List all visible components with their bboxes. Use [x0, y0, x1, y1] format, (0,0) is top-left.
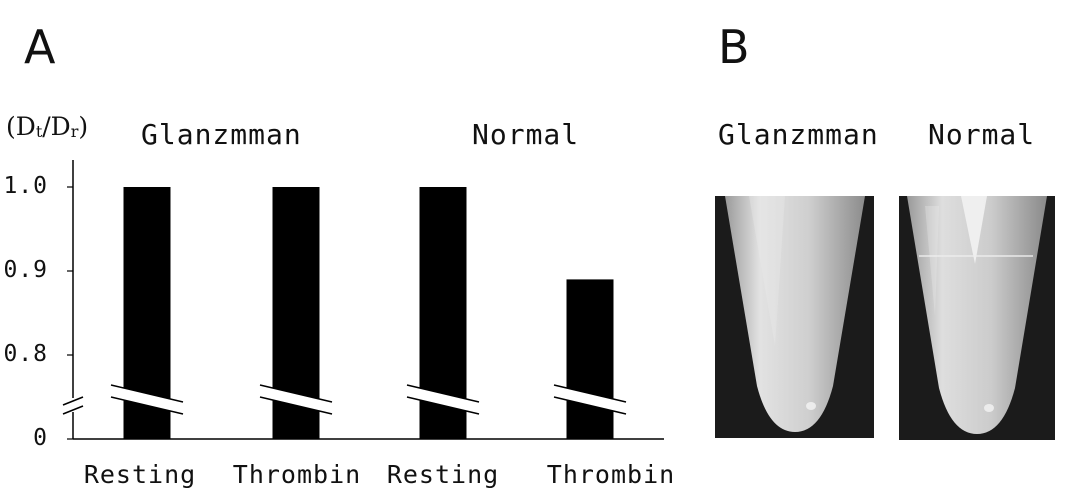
photo-label-glanzmman: Glanzmman — [718, 118, 879, 151]
axis-break-line-bottom-2 — [406, 396, 480, 415]
axis-break-band-0 — [111, 385, 183, 414]
tube-photo-glanzmman — [715, 196, 874, 438]
tube-photo-normal — [899, 196, 1055, 440]
axis-break-line-top-3 — [553, 384, 627, 403]
y-axis-label: (Dt/Dr) — [6, 114, 88, 140]
x-label-normal-thrombin: Thrombin — [546, 460, 676, 489]
x-label-glanzmman-resting: Resting — [83, 460, 197, 489]
axis-break-band-1 — [260, 385, 332, 414]
y-axis-label-slash: /D — [42, 112, 71, 141]
y-tick-label-0-8: 0.8 — [3, 341, 48, 367]
axis-break-band-3 — [554, 385, 626, 414]
axis-break-line-top-1 — [259, 384, 333, 403]
group-label-normal: Normal — [472, 118, 580, 151]
y-tick-label-0: 0 — [33, 425, 48, 451]
photo-label-normal: Normal — [928, 118, 1036, 151]
tube-shape-glanzmman — [725, 196, 865, 432]
group-label-glanzmman: Glanzmman — [141, 118, 302, 151]
y-axis-label-open: (D — [6, 112, 36, 141]
axis-break-line-bottom-1 — [259, 396, 333, 415]
y-axis-label-sub-r: r — [70, 122, 79, 141]
y-tick-label-1-0: 1.0 — [3, 173, 48, 199]
axis-break-line-bottom-3 — [553, 396, 627, 415]
bar-chart — [62, 160, 664, 440]
axis-break-line-top-2 — [406, 384, 480, 403]
panel-b-letter: B — [718, 20, 750, 74]
x-label-normal-resting: Resting — [386, 460, 500, 489]
y-tick-label-0-9: 0.9 — [3, 257, 48, 283]
y-axis-label-sub-t: t — [35, 122, 43, 141]
axis-break-band-2 — [407, 385, 479, 414]
axis-break-line-bottom-0 — [110, 396, 184, 415]
y-axis-break-slash-2 — [62, 405, 84, 415]
x-label-glanzmman-thrombin: Thrombin — [232, 460, 362, 489]
y-axis-break-slash-1 — [62, 396, 84, 406]
bar-thrombin-3 — [566, 279, 614, 439]
axis-break-line-top-0 — [110, 384, 184, 403]
panel-a-letter: A — [24, 20, 56, 74]
y-axis-label-close: ) — [78, 112, 89, 141]
